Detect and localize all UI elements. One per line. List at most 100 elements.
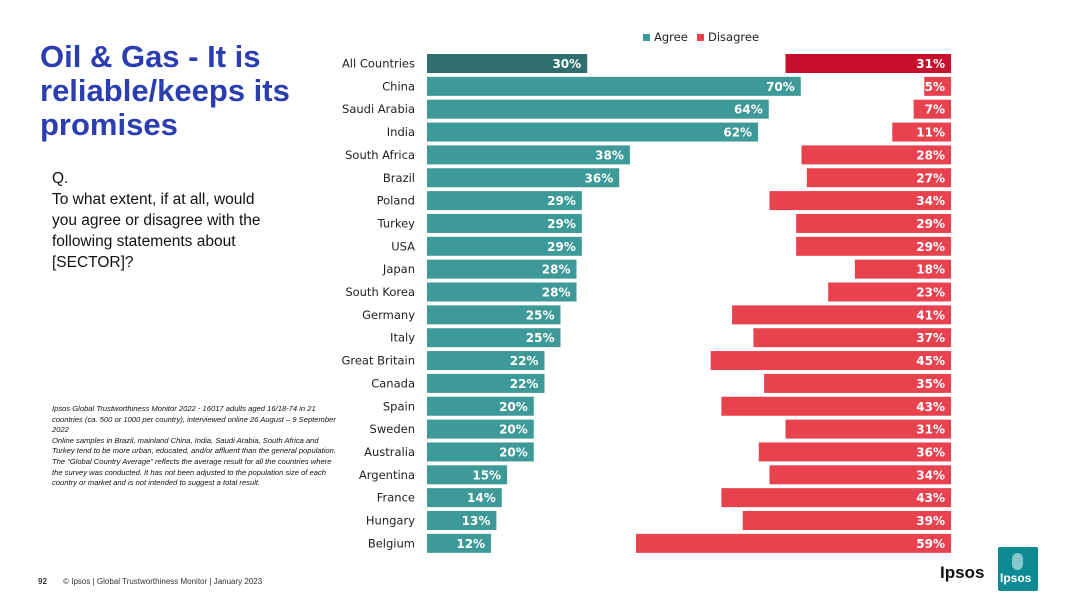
disagree-bar	[796, 213, 951, 233]
category-label: India	[387, 125, 415, 139]
legend-disagree-label: Disagree	[708, 30, 759, 44]
category-label: Spain	[383, 399, 415, 413]
agree-value-label: 70%	[766, 80, 795, 94]
agree-bar	[427, 259, 577, 279]
slide-title: Oil & Gas - It is reliable/keeps its pro…	[40, 39, 290, 142]
agree-bar	[427, 533, 492, 553]
category-label: Argentina	[359, 468, 415, 482]
disagree-value-label: 34%	[916, 468, 945, 482]
agree-bar	[427, 213, 582, 233]
agree-value-label: 20%	[499, 423, 528, 437]
agree-value-label: 14%	[467, 491, 496, 505]
agree-value-label: 13%	[462, 514, 491, 528]
category-label: China	[382, 79, 415, 93]
logo-box-text: Ipsos	[1000, 571, 1032, 585]
disagree-bar	[785, 54, 951, 73]
agree-bar	[427, 122, 759, 142]
agree-bar	[427, 99, 769, 119]
agree-bar	[427, 191, 582, 211]
agree-value-label: 38%	[595, 148, 624, 162]
disagree-value-label: 31%	[916, 57, 945, 71]
footer: 92 © Ipsos | Global Trustworthiness Moni…	[38, 577, 262, 586]
disagree-value-label: 41%	[916, 308, 945, 322]
disagree-bar	[801, 145, 951, 165]
category-label: Saudi Arabia	[342, 102, 415, 116]
disagree-value-label: 37%	[916, 331, 945, 345]
agree-bar	[427, 351, 545, 371]
agree-bar	[427, 373, 545, 393]
note-line: Ipsos Global Trustworthiness Monitor 202…	[52, 404, 336, 435]
agree-bar	[427, 328, 561, 348]
disagree-value-label: 29%	[916, 240, 945, 254]
agree-value-label: 29%	[547, 194, 576, 208]
agree-value-label: 28%	[542, 286, 571, 300]
agree-bar	[427, 465, 508, 485]
agree-bar	[427, 442, 534, 462]
agree-bar	[427, 488, 502, 508]
disagree-value-label: 18%	[916, 263, 945, 277]
disagree-bar	[854, 259, 951, 279]
agree-value-label: 22%	[510, 354, 539, 368]
disagree-value-label: 7%	[925, 103, 945, 117]
disagree-value-label: 35%	[916, 377, 945, 391]
category-label: USA	[391, 239, 415, 253]
disagree-bar	[913, 99, 951, 119]
legend-disagree-swatch	[697, 34, 704, 41]
category-label: Great Britain	[341, 354, 415, 368]
disagree-bar	[924, 76, 951, 96]
page-number: 92	[38, 577, 47, 586]
note-line: The “Global Country Average” reflects th…	[52, 456, 332, 488]
category-label: Sweden	[370, 422, 415, 436]
category-label: Japan	[382, 262, 415, 276]
disagree-bar	[892, 122, 951, 142]
agree-value-label: 25%	[526, 308, 555, 322]
disagree-value-label: 59%	[916, 537, 945, 551]
category-label: Australia	[364, 445, 415, 459]
disagree-value-label: 45%	[916, 354, 945, 368]
agree-bar	[427, 511, 497, 530]
agree-value-label: 62%	[723, 126, 752, 140]
disagree-bar	[796, 236, 951, 256]
category-label: All Countries	[342, 57, 415, 71]
category-label: Germany	[362, 308, 415, 322]
agree-value-label: 22%	[510, 377, 539, 391]
disagree-bar	[769, 465, 951, 485]
agree-bar	[427, 282, 577, 302]
disagree-bar	[721, 396, 951, 416]
question-label: Q.	[52, 170, 69, 187]
disagree-bar	[721, 488, 951, 508]
methodology-notes: Ipsos Global Trustworthiness Monitor 202…	[52, 404, 342, 489]
footer-text: © Ipsos | Global Trustworthiness Monitor…	[63, 577, 263, 586]
disagree-value-label: 34%	[916, 194, 945, 208]
legend-agree-label: Agree	[654, 30, 688, 44]
category-label: Canada	[371, 376, 415, 390]
category-label: Belgium	[368, 536, 415, 550]
category-label: South Africa	[345, 148, 415, 162]
agree-value-label: 30%	[552, 57, 581, 71]
agree-bar	[427, 54, 588, 73]
agree-bar	[427, 76, 801, 96]
disagree-value-label: 43%	[916, 400, 945, 414]
agree-bar	[427, 145, 630, 165]
disagree-bar	[785, 419, 951, 439]
disagree-bar	[753, 328, 951, 348]
disagree-bar	[710, 351, 951, 371]
question-text: To what extent, if at all, would you agr…	[52, 191, 261, 271]
disagree-value-label: 23%	[916, 286, 945, 300]
disagree-value-label: 39%	[916, 514, 945, 528]
ipsos-logo-icon: Ipsos	[998, 547, 1038, 591]
category-label: Italy	[390, 331, 415, 345]
disagree-bar	[635, 533, 951, 553]
ipsos-wordmark: Ipsos	[940, 563, 985, 582]
agree-value-label: 12%	[456, 537, 485, 551]
agree-value-label: 64%	[734, 103, 763, 117]
disagree-value-label: 5%	[925, 80, 945, 94]
agree-value-label: 29%	[547, 217, 576, 231]
disagree-bar	[742, 511, 951, 530]
agree-bar	[427, 419, 534, 439]
agree-value-label: 20%	[499, 445, 528, 459]
agree-bar	[427, 236, 582, 256]
agree-value-label: 28%	[542, 263, 571, 277]
note-line: Online samples in Brazil, mainland China…	[52, 435, 336, 456]
